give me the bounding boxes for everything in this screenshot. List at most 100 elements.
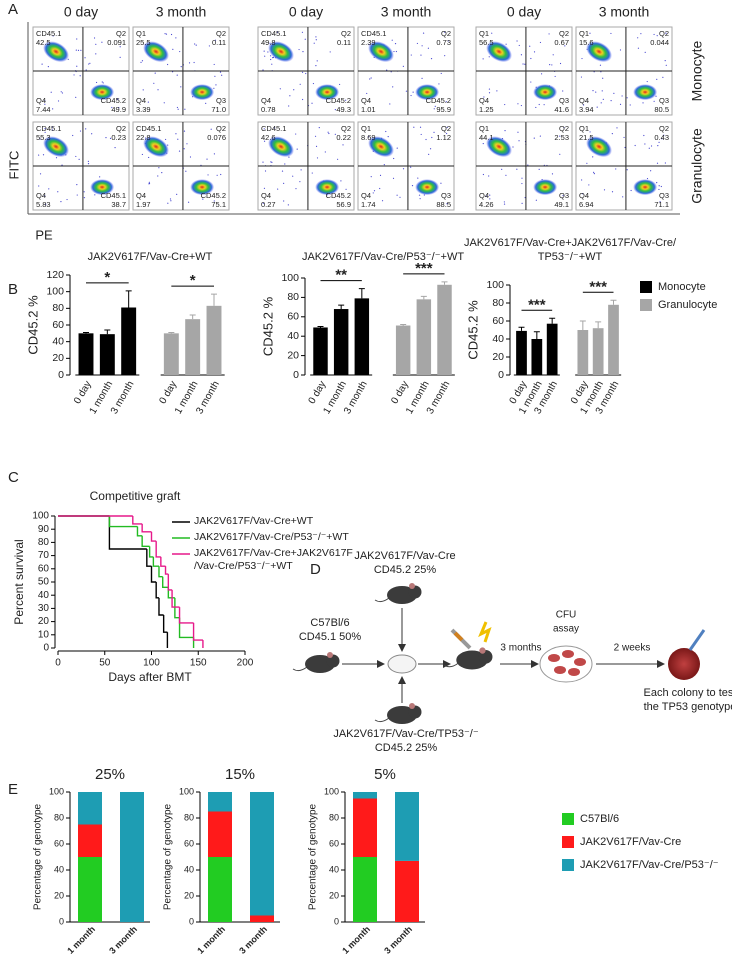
event-dot: [592, 90, 594, 92]
quadrant-name: CD45.1: [261, 29, 286, 38]
event-dot: [263, 50, 265, 52]
event-cluster: [586, 41, 612, 63]
event-dot: [593, 171, 595, 173]
event-dot: [516, 40, 518, 42]
event-dot: [369, 78, 371, 80]
x-tick-label: 0 day: [389, 379, 411, 406]
y-axis-label: Percent survival: [12, 539, 26, 624]
quadrant-value: 0.67: [554, 38, 569, 47]
event-dot: [76, 65, 78, 67]
event-dot: [601, 90, 603, 92]
quadrant-value: 75.1: [211, 200, 226, 209]
event-dot: [593, 173, 595, 175]
event-dot: [422, 32, 425, 34]
diagram-text: assay: [553, 624, 579, 635]
event-dot: [482, 142, 484, 145]
event-dot: [42, 154, 45, 156]
survival-step: [171, 589, 180, 608]
event-dot: [50, 91, 52, 93]
x-axis-label: Days after BMT: [108, 670, 192, 684]
event-dot: [75, 49, 77, 51]
event-dot: [637, 37, 639, 39]
quadrant-name: Q4: [36, 191, 46, 200]
event-dot: [263, 128, 265, 130]
y-tick-label: 40: [54, 864, 64, 874]
event-dot: [581, 179, 583, 181]
event-dot: [410, 166, 412, 168]
quadrant-name: Q2: [341, 124, 351, 133]
event-dot: [539, 41, 542, 44]
event-dot: [549, 64, 551, 66]
event-dot: [329, 51, 331, 53]
event-dot: [44, 103, 46, 105]
quadrant-value: 49.8: [261, 38, 276, 47]
event-dot: [80, 49, 82, 51]
event-dot: [535, 199, 537, 201]
event-dot: [421, 45, 423, 47]
quadrant-name: CD45.1: [101, 191, 126, 200]
row-label: Granulocyte: [689, 128, 705, 204]
event-dot: [78, 158, 80, 160]
event-dot: [328, 132, 330, 135]
event-dot: [44, 195, 46, 197]
event-dot: [298, 48, 300, 51]
event-dot: [213, 87, 215, 89]
event-dot: [503, 201, 505, 203]
y-tick-label: 10: [38, 629, 50, 640]
y-tick-label: 20: [52, 352, 64, 364]
event-dot: [516, 168, 518, 170]
event-dot: [76, 194, 78, 196]
event-dot: [267, 51, 269, 53]
event-dot: [148, 156, 150, 159]
event-dot: [538, 103, 540, 106]
quadrant-value: 4.26: [479, 200, 494, 209]
y-tick-label: 100: [32, 511, 49, 522]
event-dot: [67, 58, 69, 60]
event-dot: [163, 102, 165, 104]
quadrant-value: 0.11: [212, 38, 226, 47]
event-dot: [395, 50, 397, 53]
event-dot: [599, 64, 602, 66]
event-dot: [220, 173, 222, 176]
event-dot: [551, 173, 554, 175]
event-dot: [300, 169, 302, 171]
quadrant-name: Q3: [216, 96, 226, 105]
y-tick-label: 40: [184, 864, 194, 874]
event-dot: [187, 201, 190, 203]
event-dot: [656, 162, 659, 164]
x-tick-label: 1 month: [340, 924, 372, 956]
event-dot: [420, 54, 422, 56]
event-dot: [393, 50, 395, 53]
event-dot: [76, 184, 78, 186]
event-dot: [368, 136, 370, 138]
event-dot: [52, 35, 54, 37]
event-dot: [658, 141, 660, 143]
y-tick-label: 60: [329, 838, 339, 848]
legend-label: JAK2V617F/Vav-Cre: [580, 836, 681, 848]
event-dot: [340, 180, 342, 182]
event-dot: [186, 143, 188, 145]
event-dot: [95, 53, 97, 55]
event-dot: [646, 80, 648, 83]
quadrant-name: Q2: [659, 124, 669, 133]
error-bar: [168, 332, 175, 334]
event-dot: [47, 66, 49, 68]
event-dot: [524, 63, 526, 65]
event-cluster: [90, 179, 115, 196]
event-dot: [491, 32, 493, 34]
quadrant-value: 41.6: [554, 105, 569, 114]
event-dot: [521, 202, 523, 204]
legend-swatch: [640, 281, 652, 293]
event-dot: [72, 134, 74, 137]
event-dot: [520, 54, 523, 56]
event-cluster: [586, 136, 612, 158]
event-dot: [396, 194, 398, 196]
quadrant-name: Q3: [559, 191, 569, 200]
event-cluster: [368, 136, 394, 158]
event-dot: [626, 97, 628, 99]
event-dot: [102, 82, 104, 84]
event-dot: [370, 176, 372, 178]
event-dot: [644, 143, 646, 145]
event-dot: [214, 75, 216, 77]
y-tick-label: 80: [54, 812, 64, 822]
